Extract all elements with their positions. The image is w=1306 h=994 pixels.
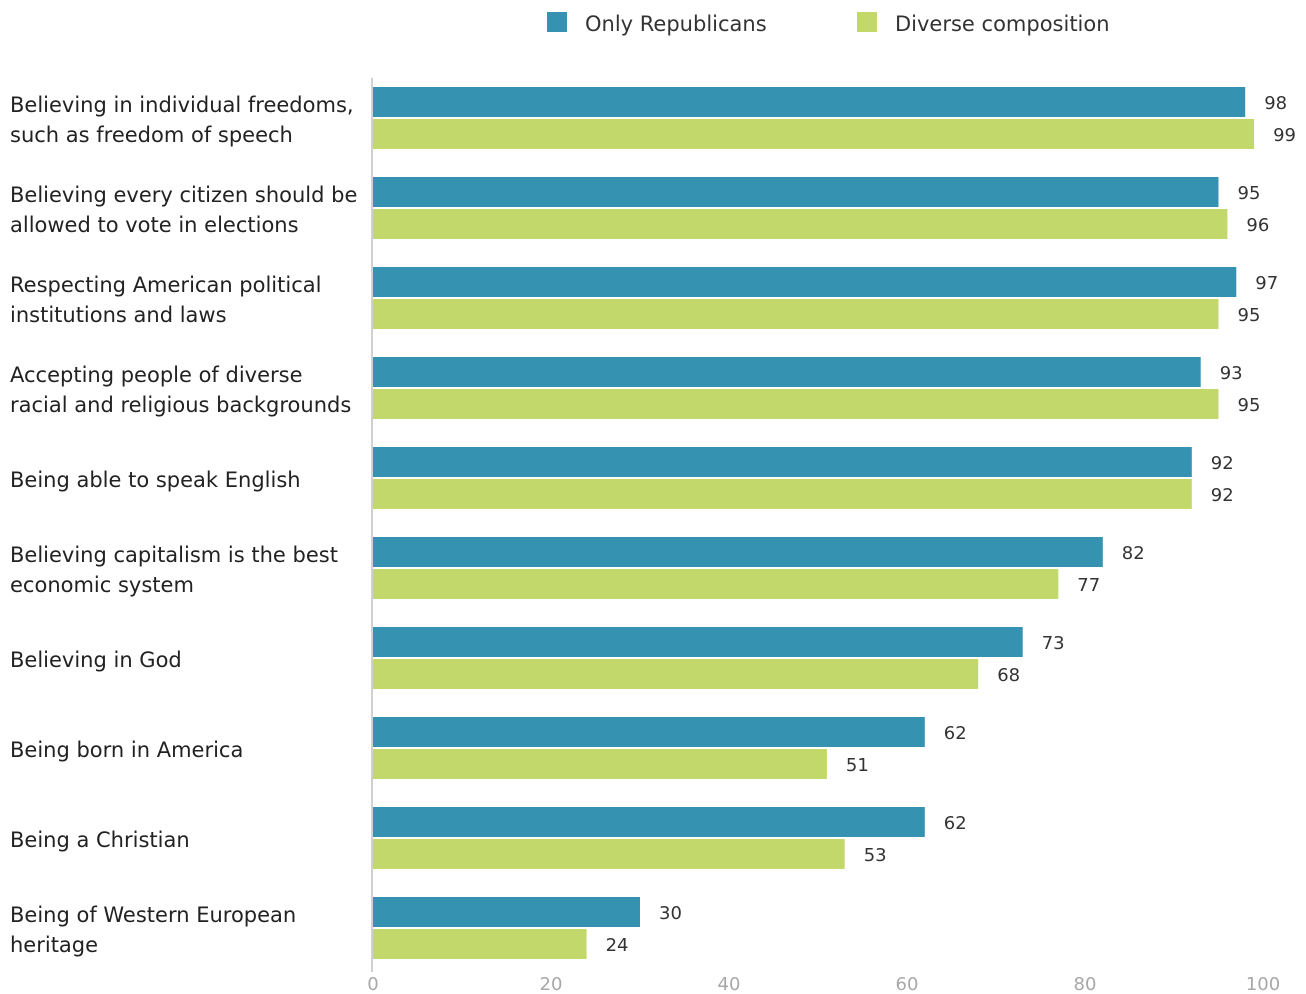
x-tick-label: 100 bbox=[1246, 974, 1280, 994]
category-label: Believing in God bbox=[10, 648, 182, 672]
category-label-line: economic system bbox=[10, 573, 194, 597]
bar bbox=[373, 119, 1255, 149]
value-label: 98 bbox=[1264, 93, 1287, 114]
x-tick-label: 80 bbox=[1074, 974, 1097, 994]
value-label: 95 bbox=[1238, 305, 1261, 326]
category-label-line: heritage bbox=[10, 933, 98, 957]
x-axis-ticks: 0 20 40 60 80 100 bbox=[367, 974, 1280, 994]
value-label: 92 bbox=[1211, 485, 1234, 506]
value-label: 95 bbox=[1238, 183, 1261, 204]
category-label: Being a Christian bbox=[10, 828, 190, 852]
category-label-line: Being a Christian bbox=[10, 828, 190, 852]
category-label-line: institutions and laws bbox=[10, 303, 227, 327]
category-label-line: Accepting people of diverse bbox=[10, 363, 303, 387]
value-label: 99 bbox=[1273, 125, 1296, 146]
bar bbox=[373, 537, 1103, 567]
value-labels: 98 99 95 96 97 95 93 95 92 92 82 77 73 68 62 51 62 53 30 24 bbox=[606, 93, 1296, 956]
legend-swatch-diverse-composition bbox=[857, 12, 877, 32]
legend-label-diverse-composition: Diverse composition bbox=[895, 12, 1110, 36]
category-label-line: Believing capitalism is the best bbox=[10, 543, 338, 567]
bar bbox=[373, 627, 1023, 657]
value-label: 53 bbox=[864, 845, 887, 866]
bar bbox=[373, 299, 1219, 329]
value-label: 68 bbox=[997, 665, 1020, 686]
category-label-line: racial and religious backgrounds bbox=[10, 393, 351, 417]
category-label: Being able to speak English bbox=[10, 468, 301, 492]
value-label: 30 bbox=[659, 903, 682, 924]
bar bbox=[373, 447, 1192, 477]
value-label: 93 bbox=[1220, 363, 1243, 384]
bar bbox=[373, 897, 640, 927]
bar bbox=[373, 839, 845, 869]
value-label: 97 bbox=[1255, 273, 1278, 294]
bar bbox=[373, 209, 1228, 239]
x-tick-label: 20 bbox=[540, 974, 563, 994]
category-label: Being of Western European heritage bbox=[10, 903, 296, 957]
bars bbox=[373, 87, 1255, 959]
category-label: Believing every citizen should be allowed… bbox=[10, 183, 357, 237]
x-tick-label: 0 bbox=[367, 974, 378, 994]
bar bbox=[373, 177, 1219, 207]
category-label-line: such as freedom of speech bbox=[10, 123, 293, 147]
bar bbox=[373, 929, 587, 959]
category-label-line: Being born in America bbox=[10, 738, 243, 762]
category-label: Accepting people of diverse racial and re… bbox=[10, 363, 351, 417]
bar bbox=[373, 749, 827, 779]
category-label: Being born in America bbox=[10, 738, 243, 762]
category-labels: Believing in individual freedoms, such as… bbox=[10, 93, 357, 957]
category-label-line: Being of Western European bbox=[10, 903, 296, 927]
category-label-line: Being able to speak English bbox=[10, 468, 301, 492]
bar bbox=[373, 479, 1192, 509]
value-label: 51 bbox=[846, 755, 869, 776]
category-label-line: allowed to vote in elections bbox=[10, 213, 299, 237]
value-label: 73 bbox=[1042, 633, 1065, 654]
legend: Only Republicans Diverse composition bbox=[547, 12, 1110, 36]
category-label-line: Respecting American political bbox=[10, 273, 321, 297]
bar bbox=[373, 267, 1237, 297]
x-tick-label: 40 bbox=[718, 974, 741, 994]
bar bbox=[373, 87, 1246, 117]
value-label: 92 bbox=[1211, 453, 1234, 474]
value-label: 24 bbox=[606, 935, 629, 956]
bar bbox=[373, 357, 1201, 387]
bar bbox=[373, 569, 1059, 599]
category-label-line: Believing in individual freedoms, bbox=[10, 93, 354, 117]
category-label: Believing in individual freedoms, such as… bbox=[10, 93, 354, 147]
legend-swatch-only-republicans bbox=[547, 12, 567, 32]
bar bbox=[373, 807, 925, 837]
legend-label-only-republicans: Only Republicans bbox=[585, 12, 767, 36]
x-tick-label: 60 bbox=[896, 974, 919, 994]
value-label: 96 bbox=[1246, 215, 1269, 236]
value-label: 77 bbox=[1077, 575, 1100, 596]
category-label-line: Believing in God bbox=[10, 648, 182, 672]
bar bbox=[373, 659, 979, 689]
category-label: Believing capitalism is the best economic… bbox=[10, 543, 338, 597]
value-label: 95 bbox=[1238, 395, 1261, 416]
value-label: 82 bbox=[1122, 543, 1145, 564]
value-label: 62 bbox=[944, 723, 967, 744]
value-label: 62 bbox=[944, 813, 967, 834]
category-label: Respecting American political institution… bbox=[10, 273, 321, 327]
bar bbox=[373, 389, 1219, 419]
category-label-line: Believing every citizen should be bbox=[10, 183, 357, 207]
bar bbox=[373, 717, 925, 747]
